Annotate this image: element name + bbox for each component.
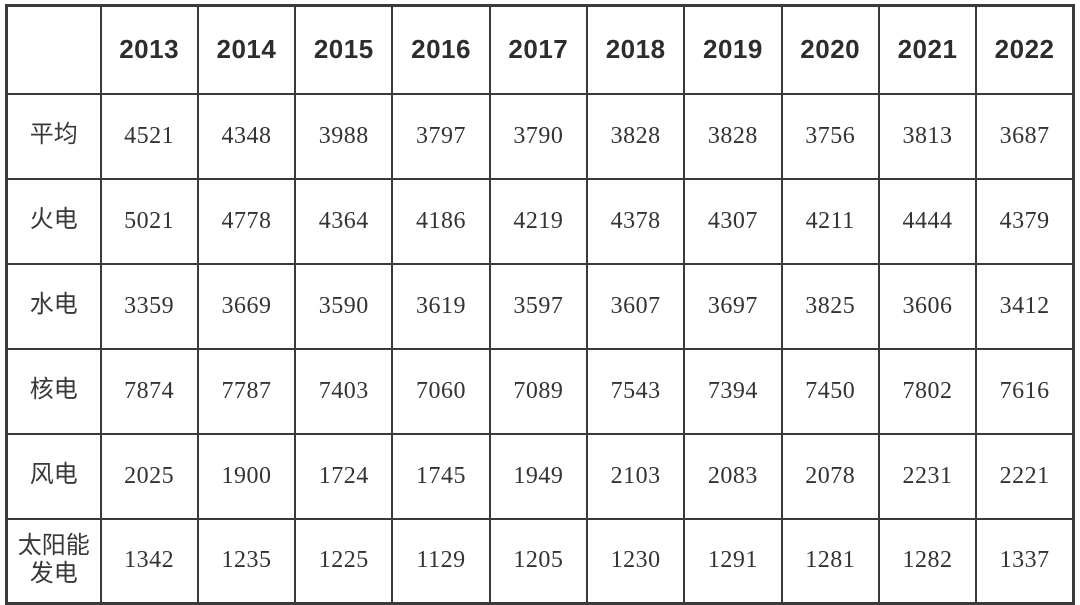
data-cell: 4307 [683, 177, 783, 265]
data-cell: 4444 [877, 177, 978, 265]
year-header-2019: 2019 [683, 4, 783, 95]
data-cell: 7394 [683, 347, 783, 435]
data-cell: 3590 [294, 262, 394, 350]
data-cell: 1281 [780, 517, 880, 605]
data-cell: 7089 [488, 347, 588, 435]
data-cell: 1291 [683, 517, 783, 605]
table-row-0: 平均 4521 4348 3988 3797 3790 3828 3828 3756 3813 36… [5, 92, 1075, 180]
data-cell: 2078 [780, 432, 880, 520]
data-cell: 1230 [585, 517, 686, 605]
row-label: 风电 [5, 432, 102, 520]
data-cell: 7543 [585, 347, 686, 435]
data-cell: 2231 [877, 432, 978, 520]
corner-cell [5, 4, 102, 95]
year-header-2022: 2022 [975, 4, 1075, 95]
table-row-2: 水电 3359 3669 3590 3619 3597 3607 3697 3825 3606 34… [5, 262, 1075, 350]
data-cell: 4348 [196, 92, 297, 180]
data-cell: 7874 [99, 347, 199, 435]
data-cell: 3359 [99, 262, 199, 350]
data-cell: 2083 [683, 432, 783, 520]
data-cell: 3697 [683, 262, 783, 350]
row-label: 水电 [5, 262, 102, 350]
data-cell: 2025 [99, 432, 199, 520]
data-cell: 7787 [196, 347, 297, 435]
data-cell: 1337 [975, 517, 1075, 605]
power-utilization-table: 2013 2014 2015 2016 2017 2018 2019 2020 2021 2022… [5, 4, 1075, 605]
data-cell: 3828 [683, 92, 783, 180]
data-cell: 2103 [585, 432, 686, 520]
year-header-2013: 2013 [99, 4, 199, 95]
data-cell: 4378 [585, 177, 686, 265]
row-label: 太阳能发电 [5, 517, 102, 605]
data-cell: 4521 [99, 92, 199, 180]
year-header-2015: 2015 [294, 4, 394, 95]
data-cell: 7060 [391, 347, 491, 435]
data-cell: 1342 [99, 517, 199, 605]
data-cell: 3825 [780, 262, 880, 350]
data-cell: 3828 [585, 92, 686, 180]
data-cell: 3607 [585, 262, 686, 350]
data-cell: 7403 [294, 347, 394, 435]
data-cell: 1900 [196, 432, 297, 520]
data-cell: 3797 [391, 92, 491, 180]
data-cell: 4778 [196, 177, 297, 265]
row-label: 核电 [5, 347, 102, 435]
data-cell: 3988 [294, 92, 394, 180]
row-label: 平均 [5, 92, 102, 180]
data-cell: 3606 [877, 262, 978, 350]
table-row-4: 风电 2025 1900 1724 1745 1949 2103 2083 2078 2231 22… [5, 432, 1075, 520]
data-cell: 3687 [975, 92, 1075, 180]
table-row-1: 火电 5021 4778 4364 4186 4219 4378 4307 4211 4444 43… [5, 177, 1075, 265]
year-header-2017: 2017 [488, 4, 588, 95]
data-cell: 7450 [780, 347, 880, 435]
data-cell: 3619 [391, 262, 491, 350]
data-cell: 5021 [99, 177, 199, 265]
data-cell: 7616 [975, 347, 1075, 435]
year-header-2020: 2020 [780, 4, 880, 95]
data-cell: 1745 [391, 432, 491, 520]
data-cell: 3756 [780, 92, 880, 180]
data-cell: 4364 [294, 177, 394, 265]
data-cell: 3412 [975, 262, 1075, 350]
data-cell: 4219 [488, 177, 588, 265]
data-cell: 1225 [294, 517, 394, 605]
year-header-2021: 2021 [877, 4, 978, 95]
data-cell: 1949 [488, 432, 588, 520]
data-cell: 1205 [488, 517, 588, 605]
data-cell: 4379 [975, 177, 1075, 265]
data-cell: 3669 [196, 262, 297, 350]
year-header-2018: 2018 [585, 4, 686, 95]
year-header-2014: 2014 [196, 4, 297, 95]
year-header-2016: 2016 [391, 4, 491, 95]
table-row-5: 太阳能发电 1342 1235 1225 1129 1205 1230 1291 1281 128… [5, 517, 1075, 605]
data-cell: 7802 [877, 347, 978, 435]
data-cell: 3813 [877, 92, 978, 180]
table-body: 平均 4521 4348 3988 3797 3790 3828 3828 3756 3813 36… [5, 92, 1075, 605]
row-label: 火电 [5, 177, 102, 265]
data-cell: 3790 [488, 92, 588, 180]
data-cell: 1724 [294, 432, 394, 520]
data-cell: 3597 [488, 262, 588, 350]
data-cell: 4186 [391, 177, 491, 265]
table-header-row: 2013 2014 2015 2016 2017 2018 2019 2020 2021 2022 [5, 4, 1075, 95]
data-cell: 4211 [780, 177, 880, 265]
data-cell: 1129 [391, 517, 491, 605]
table-row-3: 核电 7874 7787 7403 7060 7089 7543 7394 7450 7802 76… [5, 347, 1075, 435]
data-cell: 2221 [975, 432, 1075, 520]
data-cell: 1282 [877, 517, 978, 605]
data-cell: 1235 [196, 517, 297, 605]
